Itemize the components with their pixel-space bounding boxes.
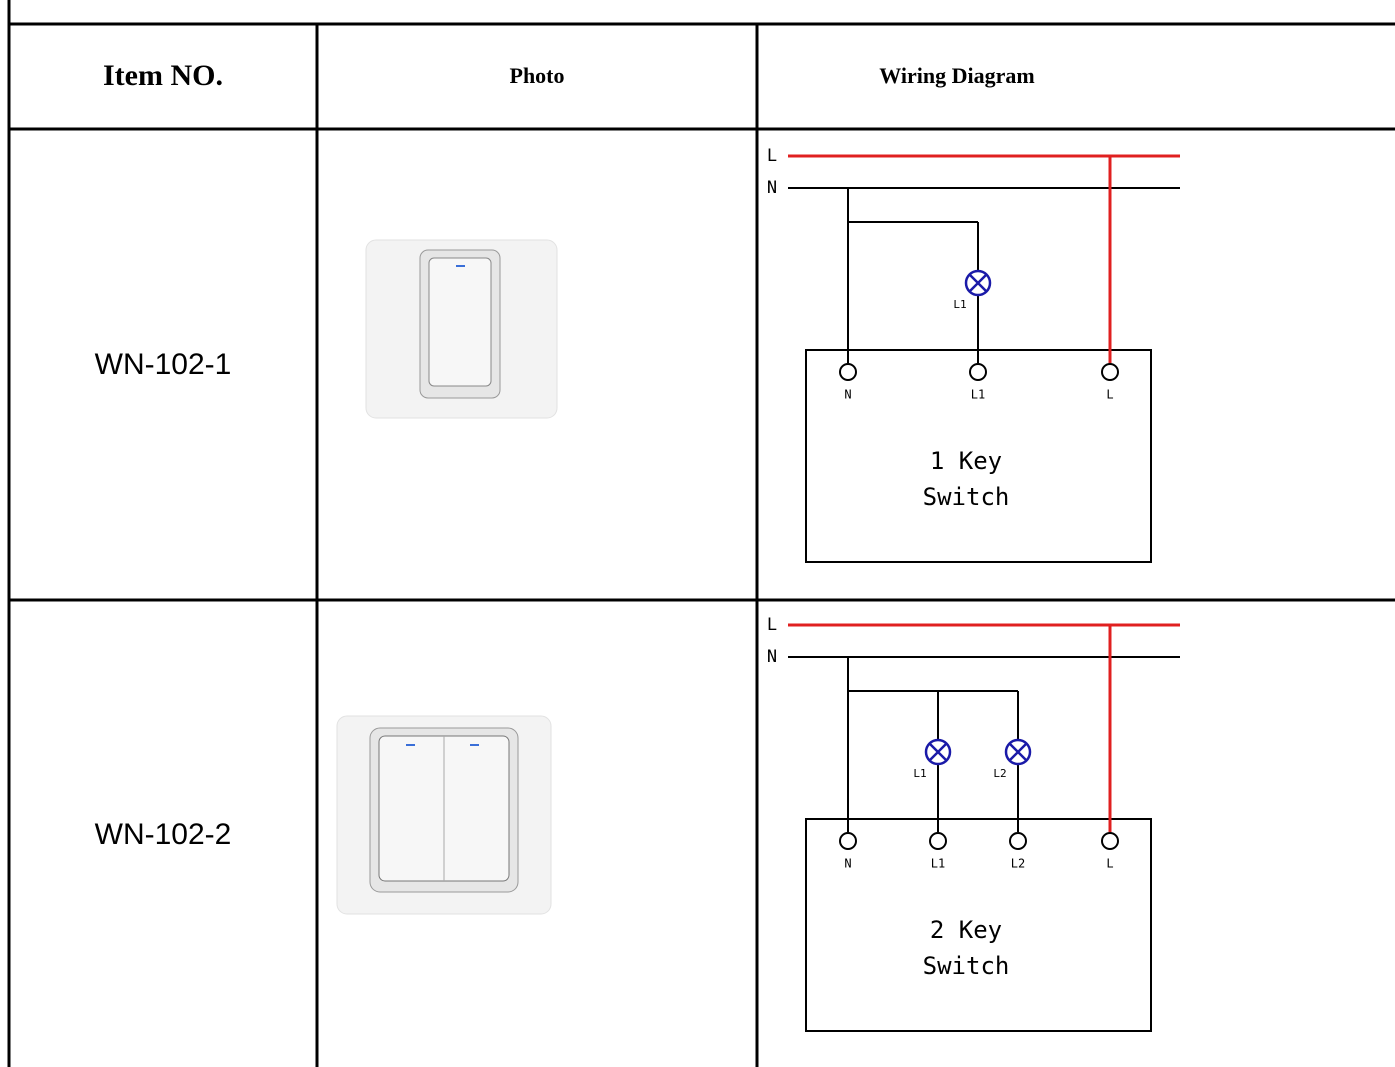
terminal-label: L1 [931, 857, 945, 871]
header-cell: Photo [510, 63, 565, 88]
line-label: N [767, 647, 777, 667]
terminal [1101, 363, 1119, 381]
lamp-cross [929, 743, 947, 761]
box-label: 2 Key [930, 916, 1002, 944]
header-cell: Wiring Diagram [879, 63, 1034, 88]
item-number: WN-102-2 [95, 818, 232, 851]
terminal-label: L1 [971, 388, 985, 402]
lamp-label: L1 [953, 298, 966, 311]
terminal [969, 363, 987, 381]
line-label: L [767, 615, 777, 635]
line-label: N [767, 178, 777, 198]
item-number: WN-102-1 [95, 348, 232, 381]
switch-photo [365, 239, 558, 419]
terminal [929, 832, 947, 850]
terminal-label: L [1106, 857, 1113, 871]
terminal [1009, 832, 1027, 850]
lamp-cross [1009, 743, 1027, 761]
key [428, 257, 492, 387]
header-cell: Item NO. [103, 59, 223, 92]
terminal [839, 832, 857, 850]
terminal-label: L2 [1011, 857, 1025, 871]
lamp-label: L1 [913, 767, 926, 780]
table-borders [7, 0, 1395, 1067]
line-label: L [767, 146, 777, 166]
box-label: 1 Key [930, 447, 1002, 475]
terminal-label: N [844, 857, 851, 871]
lamp-label: L2 [993, 767, 1006, 780]
terminal-label: N [844, 388, 851, 402]
switch-photo [336, 715, 552, 915]
terminal [1101, 832, 1119, 850]
switch-box [805, 818, 1152, 1032]
terminal-label: L [1106, 388, 1113, 402]
box-label: Switch [923, 483, 1010, 511]
lamp-cross [969, 274, 987, 292]
terminal [839, 363, 857, 381]
box-label: Switch [923, 952, 1010, 980]
